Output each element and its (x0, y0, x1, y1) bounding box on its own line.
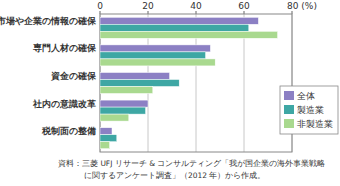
legend-label: 非製造業 (297, 119, 333, 129)
tick-label: 20 (142, 1, 154, 11)
tick-label: 80 (%) (287, 1, 317, 11)
bar (100, 87, 153, 94)
bar (100, 128, 112, 135)
bar (100, 135, 117, 142)
bar (100, 73, 170, 80)
bars (100, 17, 278, 148)
bar (100, 142, 110, 149)
bar (100, 100, 148, 107)
tick-label: 0 (97, 1, 103, 11)
tick-label: 60 (238, 1, 250, 11)
source-note: 資料：三菱 UFJ リサーチ & コンサルティング「我が国企業の海外事業戦略 (58, 159, 325, 168)
bar (100, 107, 146, 114)
tick-label: 40 (190, 1, 202, 11)
bar (100, 80, 179, 87)
bar (100, 114, 129, 121)
category-label: 税制面の整備 (41, 126, 96, 136)
bar (100, 17, 258, 24)
bar (100, 52, 206, 59)
bar (100, 31, 278, 38)
legend-label: 全体 (297, 91, 315, 101)
bar (100, 24, 249, 31)
chart: 0 20 40 60 80 (%) 市場や企業の情報の確保専門人材の確保資金の確保社内の意… (0, 0, 340, 186)
source-note: に関するアンケート調査」（2012 年）から作成。 (84, 171, 265, 180)
plot-frame (100, 14, 292, 152)
category-label: 専門人材の確保 (32, 43, 97, 53)
category-label: 社内の意識改革 (32, 99, 96, 109)
legend-swatch (284, 105, 294, 114)
legend-label: 製造業 (297, 105, 324, 115)
bar (100, 59, 215, 66)
category-label: 資金の確保 (50, 71, 97, 81)
legend-box (280, 86, 338, 134)
category-label: 市場や企業の情報の確保 (0, 16, 97, 26)
bar (100, 45, 210, 52)
legend-swatch (284, 91, 294, 100)
legend-swatch (284, 119, 294, 128)
